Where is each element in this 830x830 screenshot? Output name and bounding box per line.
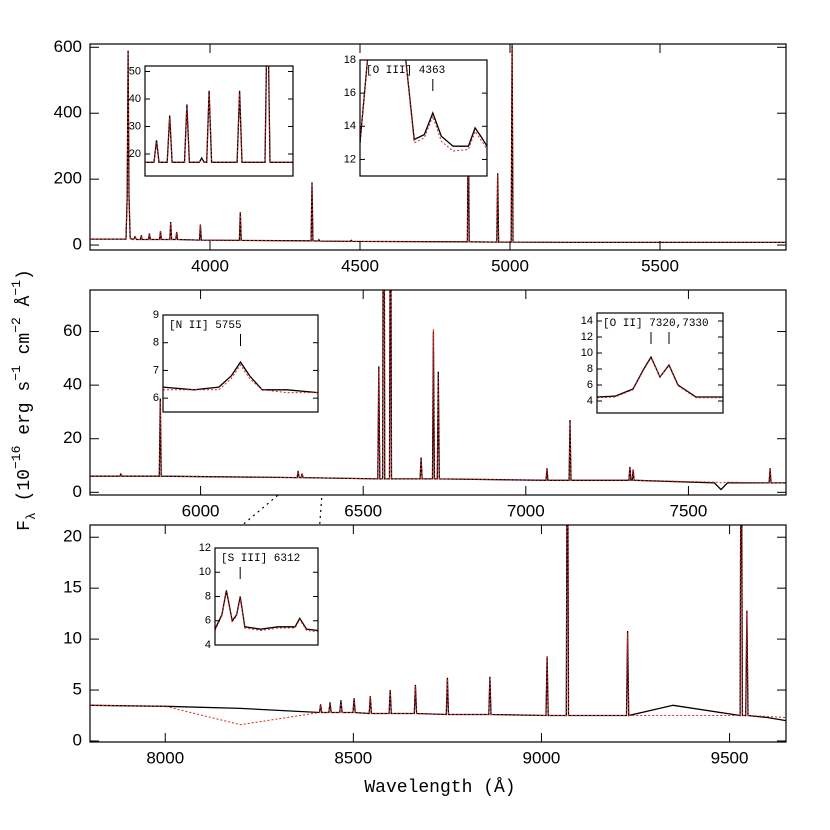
y-tick-label: 9	[153, 309, 159, 321]
y-tick-label: 16	[344, 87, 356, 99]
y-label-part: F	[15, 520, 35, 531]
x-tick-label: 9500	[711, 748, 749, 767]
spectrum-line	[163, 360, 318, 394]
y-tick-label: 10	[581, 347, 593, 359]
inset: 4 6 8 10 12 [S III] 6312	[199, 542, 319, 651]
y-tick-label: 12	[344, 153, 356, 165]
y-tick-label: 200	[54, 169, 82, 188]
plot-frame	[89, 524, 787, 743]
x-tick-label: 7000	[507, 501, 545, 520]
y-tick-label: 14	[344, 120, 356, 132]
y-tick-label: 8	[205, 590, 211, 602]
spectrum-line	[90, 44, 786, 243]
spectrum-line	[597, 356, 723, 399]
y-label-part: Å	[14, 295, 35, 317]
x-tick-label: 4000	[191, 256, 229, 275]
y-label-part: −1	[9, 365, 24, 381]
y-tick-label: 20	[129, 148, 141, 160]
spectrum-line	[215, 590, 318, 632]
y-tick-label: 600	[54, 37, 82, 56]
line-annotation: [O III] 4363	[366, 65, 445, 77]
plot-frame	[89, 289, 787, 496]
y-tick-label: 60	[63, 321, 82, 340]
y-tick-label: 10	[199, 566, 211, 578]
spectrum-line	[90, 525, 786, 726]
spectrum-line	[215, 591, 318, 633]
y-label-part: −16	[9, 446, 24, 469]
y-axis-label: Fλ (10−16 erg s−1 cm−2 Å−1)	[9, 269, 39, 531]
y-label-part: )	[15, 269, 35, 280]
plot-background	[90, 525, 786, 742]
y-tick-label: 15	[63, 578, 82, 597]
spectrum-line	[90, 290, 786, 484]
y-tick-label: 20	[63, 527, 82, 546]
x-tick-label: 9000	[523, 748, 561, 767]
panel: 0 5 10 15 20 8000 8500 9000 9500	[63, 524, 787, 767]
y-tick-label: 12	[581, 331, 593, 343]
y-tick-label: 4	[205, 639, 211, 651]
x-axis-label: Wavelength (Å)	[364, 777, 515, 798]
plot-frame	[596, 312, 724, 414]
x-tick-label: 6000	[182, 501, 220, 520]
y-tick-label: 4	[587, 395, 593, 407]
spectrum-line	[90, 44, 786, 244]
y-tick-label: 30	[129, 120, 141, 132]
y-tick-label: 50	[129, 65, 141, 77]
y-tick-label: 12	[199, 542, 211, 554]
y-tick-label: 40	[63, 375, 82, 394]
plot-background	[163, 315, 318, 412]
plot-frame	[144, 65, 294, 177]
y-tick-label: 8	[153, 337, 159, 349]
inset: 20 30 40 50	[129, 65, 294, 177]
y-tick-label: 20	[63, 428, 82, 447]
inset: 4 6 8 10 12 14 [O II] 7320,7330	[581, 312, 724, 414]
y-tick-label: 5	[73, 680, 82, 699]
x-tick-label: 7500	[670, 501, 708, 520]
y-tick-label: 40	[129, 93, 141, 105]
y-tick-label: 0	[73, 730, 82, 749]
x-tick-label: 8500	[334, 748, 372, 767]
y-tick-label: 7	[153, 364, 159, 376]
line-annotation: [S III] 6312	[221, 553, 300, 565]
y-label-part: erg s	[15, 381, 35, 446]
spectrum-line	[145, 66, 293, 163]
y-tick-label: 0	[73, 482, 82, 501]
y-tick-label: 6	[587, 379, 593, 391]
y-label-part: (10	[15, 469, 35, 512]
y-tick-label: 8	[587, 363, 593, 375]
spectrum-line	[163, 364, 318, 394]
y-label-part: −2	[9, 317, 24, 333]
line-annotation: [N II] 5755	[169, 320, 242, 332]
line-annotation: [O II] 7320,7330	[603, 318, 709, 330]
inset: 12 14 16 18 [O III] 4363	[344, 54, 488, 177]
y-tick-label: 6	[153, 392, 159, 404]
x-tick-label: 6500	[344, 501, 382, 520]
y-tick-label: 14	[581, 315, 593, 327]
plot-background	[360, 60, 487, 176]
y-tick-label: 10	[63, 629, 82, 648]
plot-frame	[359, 59, 488, 177]
x-tick-label: 5500	[641, 256, 679, 275]
y-tick-label: 0	[73, 235, 82, 254]
y-label-part: λ	[24, 512, 39, 520]
x-tick-label: 5000	[491, 256, 529, 275]
y-label-part: −1	[9, 280, 24, 296]
x-tick-label: 8000	[146, 748, 184, 767]
inset: 6 7 8 9 [N II] 5755	[153, 309, 319, 413]
y-tick-label: 6	[205, 615, 211, 627]
y-label-part: cm	[15, 333, 35, 365]
plot-frame	[162, 314, 319, 413]
spectrum-line	[360, 60, 487, 147]
y-tick-label: 400	[54, 103, 82, 122]
y-tick-label: 18	[344, 54, 356, 66]
x-tick-label: 4500	[341, 256, 379, 275]
plot-frame	[89, 43, 787, 251]
